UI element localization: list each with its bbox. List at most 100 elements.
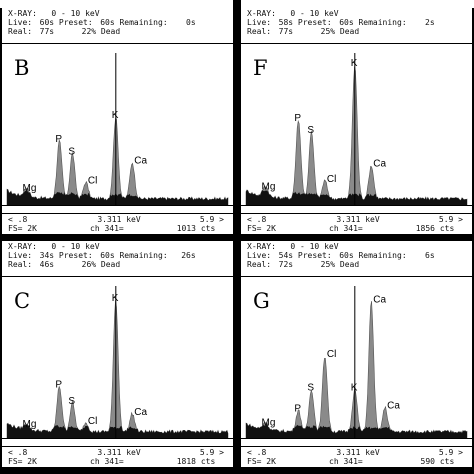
background-counts	[7, 189, 228, 205]
memory-label: MEM1:	[247, 466, 271, 467]
acquisition-header: X-RAY: 0 - 10 keV Live: 60s Preset: 60s Re…	[2, 8, 233, 44]
peak-label-p: P	[55, 134, 62, 145]
spectrum-footer: < .8 3.311 keV 5.9 > FS= 2K ch 341= 1856 cts…	[241, 213, 472, 234]
background-counts	[7, 423, 228, 438]
range-left: < .8	[247, 215, 267, 224]
cursor-kev: 3.311 keV	[336, 215, 380, 224]
real-label: Real:	[247, 260, 272, 269]
background-counts	[246, 189, 467, 205]
peak-label-s: S	[307, 382, 314, 393]
spectrum-plot: G Mg PS Cl K Ca Ca	[241, 286, 472, 439]
spectrum-footer: < .8 3.311 keV 5.9 > FS= 2K ch 341= 590 cts …	[241, 446, 472, 467]
counts-unit: cts	[439, 224, 455, 233]
acquisition-header: X-RAY: 0 - 10 keV Live: 58s Preset: 60s Re…	[241, 8, 472, 44]
real-time: 77s	[278, 27, 294, 36]
live-time: 34s	[39, 251, 55, 260]
peak-label-p: P	[294, 113, 301, 124]
remaining-time: 2s	[425, 18, 435, 27]
peak-label-s: S	[68, 396, 75, 407]
spectrum-panel-f: X-RAY: 0 - 10 keV Live: 58s Preset: 60s Re…	[241, 8, 472, 234]
xray-range: X-RAY: 0 - 10 keV	[8, 242, 100, 251]
range-right: 5.9 >	[199, 215, 224, 224]
full-scale: FS= 2K	[247, 224, 276, 233]
panel-letter: G	[253, 289, 270, 313]
peak-label-k: K	[112, 293, 119, 304]
peak-label-s: S	[68, 146, 75, 157]
spectrum-panel-b: X-RAY: 0 - 10 keV Live: 60s Preset: 60s Re…	[2, 8, 233, 234]
range-left: < .8	[247, 448, 267, 457]
dead-label: Dead	[100, 260, 121, 269]
spectrum-plot: C Mg PS Cl K Ca	[2, 286, 233, 439]
preset-label: Preset:	[58, 251, 93, 260]
peak-label-mg: Mg	[262, 181, 276, 192]
peak-label-mg: Mg	[262, 417, 276, 428]
counts-unit: cts	[439, 457, 455, 466]
peak-label-cl: Cl	[88, 175, 97, 186]
peak-label-k: K	[351, 382, 358, 393]
peak-label-k: K	[351, 58, 358, 69]
remaining-label: Remaining:	[358, 251, 407, 260]
preset-label: Preset:	[58, 18, 93, 27]
background-counts	[246, 423, 467, 438]
dead-label: Dead	[339, 27, 360, 36]
real-label: Real:	[247, 27, 272, 36]
spectrum-area	[245, 301, 468, 439]
range-right: 5.9 >	[438, 215, 463, 224]
peak-label-s: S	[307, 125, 314, 136]
real-label: Real:	[8, 27, 33, 36]
acquisition-header: X-RAY: 0 - 10 keV Live: 54s Preset: 60s Re…	[241, 241, 472, 277]
peak-label-ca: Ca	[373, 294, 386, 305]
live-label: Live:	[247, 18, 272, 27]
dead-percent: 26%	[81, 260, 97, 269]
channel-label: ch 341=	[90, 457, 124, 466]
spectrum-footer: < .8 3.311 keV 5.9 > FS= 2K ch 341= 1818 cts…	[2, 446, 233, 467]
preset-time: 60s	[100, 18, 115, 27]
memory-label: MEM1:	[8, 233, 32, 234]
real-time: 72s	[278, 260, 294, 269]
panel-letter: B	[14, 56, 29, 80]
peak-label-cl: Cl	[327, 349, 336, 360]
preset-label: Preset:	[297, 251, 332, 260]
dead-percent: 22%	[81, 27, 97, 36]
peak-label-ca: Ca	[373, 159, 386, 170]
channel-counts: 1013	[176, 224, 196, 233]
top-strip	[0, 0, 474, 8]
cursor-kev: 3.311 keV	[97, 448, 141, 457]
real-label: Real:	[8, 260, 33, 269]
peak-label-k: K	[112, 110, 119, 121]
dead-label: Dead	[100, 27, 121, 36]
channel-counts: 590	[420, 457, 435, 466]
live-time: 58s	[278, 18, 294, 27]
peak-label-mg: Mg	[23, 419, 37, 430]
channel-counts: 1856	[415, 224, 435, 233]
dead-percent: 25%	[320, 260, 336, 269]
xray-range: X-RAY: 0 - 10 keV	[8, 9, 100, 18]
dead-label: Dead	[339, 260, 360, 269]
range-right: 5.9 >	[199, 448, 224, 457]
acquisition-header: X-RAY: 0 - 10 keV Live: 34s Preset: 60s Re…	[2, 241, 233, 277]
spectrum-area	[245, 66, 468, 206]
dead-percent: 25%	[320, 27, 336, 36]
remaining-time: 26s	[181, 251, 196, 260]
channel-label: ch 341=	[90, 224, 124, 233]
peak-label-ca: Ca	[134, 156, 147, 167]
peak-label-mg: Mg	[23, 183, 37, 194]
spectrum-panel-c: X-RAY: 0 - 10 keV Live: 34s Preset: 60s Re…	[2, 241, 233, 467]
counts-unit: cts	[200, 457, 216, 466]
peak-label-p: P	[55, 379, 62, 390]
preset-time: 60s	[339, 18, 354, 27]
real-time: 77s	[39, 27, 55, 36]
live-time: 54s	[278, 251, 294, 260]
spectrum-area	[6, 118, 229, 206]
real-time: 46s	[39, 260, 55, 269]
panel-letter: C	[14, 289, 30, 313]
remaining-label: Remaining:	[119, 18, 168, 27]
memory-label: MEM1:	[8, 466, 32, 467]
peak-label-ca: Ca	[387, 401, 400, 412]
counts-unit: cts	[200, 224, 216, 233]
full-scale: FS= 2K	[247, 457, 276, 466]
remaining-time: 0s	[186, 18, 196, 27]
live-label: Live:	[8, 251, 33, 260]
channel-label: ch 341=	[329, 457, 363, 466]
preset-time: 60s	[100, 251, 115, 260]
